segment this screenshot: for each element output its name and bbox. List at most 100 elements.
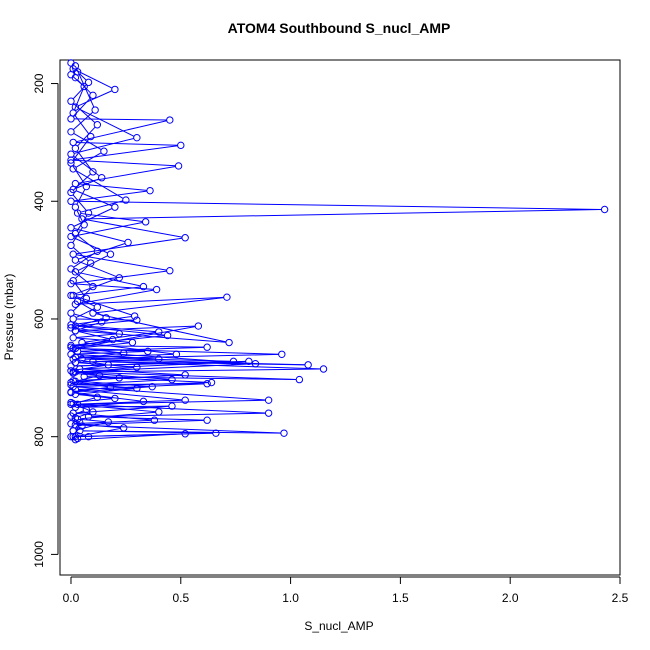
series-segment [78, 405, 169, 408]
y-tick-label: 400 [32, 191, 46, 211]
data-point [106, 250, 115, 258]
series-segment [78, 424, 281, 434]
series-segment [78, 389, 183, 401]
series-segment [91, 416, 204, 421]
data-point [203, 343, 211, 351]
series-segment [75, 431, 86, 437]
x-tick-label: 2.5 [612, 591, 629, 605]
data-point [168, 402, 176, 410]
data-point [82, 405, 91, 414]
data-point [67, 350, 75, 358]
series-segment [74, 392, 95, 398]
data-point [71, 256, 80, 264]
series-segment [76, 405, 169, 414]
series-segment [72, 194, 87, 211]
data-point [181, 234, 189, 242]
series-segment [73, 247, 89, 262]
series-segment [76, 68, 95, 108]
series-segment [74, 353, 156, 360]
data-point [76, 418, 84, 427]
series-segment [72, 138, 90, 161]
data-point [69, 277, 77, 285]
data-point [207, 378, 216, 387]
data-point [82, 182, 91, 191]
series-segment [74, 370, 97, 376]
data-point [264, 396, 273, 404]
series-segment [96, 360, 321, 370]
data-point [155, 328, 163, 336]
data-point [155, 355, 163, 363]
series-segment [76, 295, 132, 316]
series-segment [76, 209, 84, 223]
series-segment [72, 227, 83, 243]
data-point [106, 383, 115, 391]
data-point [251, 360, 260, 368]
data-point [133, 133, 141, 142]
series-segment [77, 126, 96, 147]
data-point [115, 329, 123, 338]
series-segment [76, 397, 95, 404]
data-point [133, 316, 141, 324]
data-point [67, 188, 75, 197]
data-point [93, 247, 102, 255]
data-point [124, 238, 132, 247]
series-segment [78, 394, 112, 399]
data-point [67, 381, 75, 389]
data-point [141, 218, 150, 226]
data-point [67, 420, 75, 428]
data-point [80, 82, 88, 91]
series-segment [73, 228, 126, 243]
series-segment [74, 347, 121, 354]
series-segment [76, 412, 152, 421]
data-point [67, 71, 75, 79]
data-point [69, 334, 77, 342]
data-point [67, 97, 75, 105]
series-segment [78, 330, 110, 340]
series-segment [74, 339, 110, 348]
series-segment [74, 115, 90, 135]
series-segment [78, 272, 141, 287]
series-segment [75, 404, 84, 409]
series-segment [76, 189, 86, 205]
x-axis: 0.0 0.5 1.0 1.5 2.0 2.5 [63, 576, 629, 605]
data-point [166, 267, 174, 275]
series-segment [74, 221, 143, 237]
series-segment [73, 102, 96, 123]
series-segment [74, 404, 156, 413]
data-point [67, 197, 75, 205]
x-tick-label: 0.0 [63, 591, 80, 605]
y-tick-label: 200 [32, 73, 46, 93]
data-point [100, 147, 108, 155]
data-point [67, 241, 75, 250]
series-segment [76, 433, 182, 438]
data-point [87, 259, 95, 267]
series-segment [80, 418, 106, 423]
data-point [150, 416, 159, 424]
data-point [225, 338, 233, 347]
data-point [87, 132, 95, 141]
series-segment [78, 362, 134, 368]
series-segment [80, 399, 266, 405]
series-segment [73, 410, 84, 416]
series-segment [74, 283, 154, 290]
series-segment [74, 315, 132, 325]
data-point [181, 430, 189, 438]
series-segment [80, 411, 156, 420]
data-point [93, 393, 102, 401]
data-point [67, 367, 75, 375]
data-point [69, 355, 77, 363]
data-point [223, 293, 231, 301]
x-tick-label: 1.0 [282, 591, 299, 605]
series-segment [76, 286, 141, 296]
data-point [67, 291, 75, 300]
data-point [67, 159, 75, 167]
data-point [71, 327, 80, 335]
series-segment [73, 89, 84, 111]
data-point [104, 418, 113, 426]
data-point [264, 409, 273, 417]
series-segment [87, 376, 209, 383]
data-point [67, 128, 75, 136]
series-segment [74, 360, 246, 367]
data-point [67, 343, 75, 351]
